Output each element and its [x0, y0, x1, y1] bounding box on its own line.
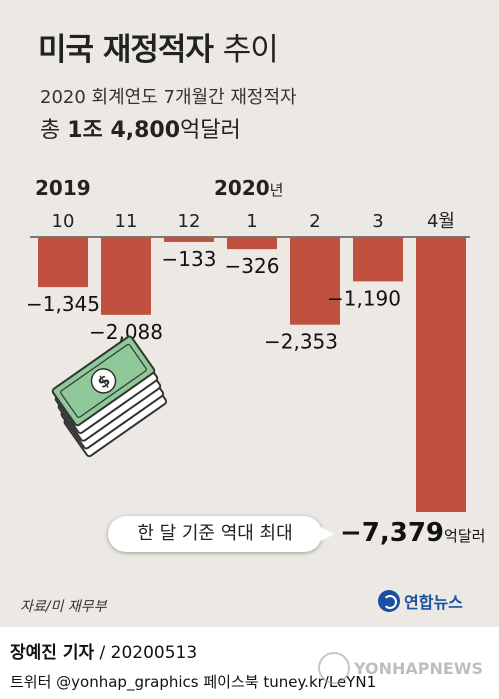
total-deficit: 총 1조 4,800억달러	[40, 118, 241, 143]
year-label-2020: 2020년	[214, 176, 283, 200]
month-label: 4월	[427, 211, 455, 232]
value-label: −1,190	[327, 286, 401, 310]
bar-1	[227, 237, 277, 250]
month-label: 12	[178, 211, 201, 232]
deficit-bar-chart: 2019 2020년 10 11 12 1 2 3 4월 −1,345−2,088−133−…	[26, 176, 470, 512]
yonhap-logo: 연합뉴스	[378, 588, 463, 614]
bar-11	[101, 237, 151, 315]
watermark: YONHAPNEWS	[318, 652, 483, 684]
source-note: 자료/미 재무부	[20, 599, 107, 615]
month-label: 3	[372, 211, 383, 232]
month-label: 1	[246, 211, 257, 232]
bar-4월	[416, 237, 466, 512]
value-label: −326	[225, 254, 280, 278]
reporter-credit: 장예진 기자 / 20200513	[10, 643, 198, 663]
value-label: −133	[162, 247, 217, 271]
value-label: −1,345	[26, 292, 100, 316]
record-value: −7,379억달러	[340, 518, 486, 548]
month-labels: 10 11 12 1 2 3 4월	[52, 211, 455, 232]
dollar-bills-icon: $	[51, 335, 168, 458]
month-label: 10	[52, 211, 75, 232]
month-label: 2	[309, 211, 320, 232]
social-links: 트위터 @yonhap_graphics 페이스북 tuney.kr/LeYN1	[10, 673, 377, 691]
logo-text: 연합뉴스	[404, 593, 463, 612]
bars	[38, 237, 466, 512]
chart-title: 미국 재정적자 추이	[38, 32, 279, 68]
bar-10	[38, 237, 88, 288]
year-label-2019: 2019	[35, 176, 91, 200]
bar-2	[290, 237, 340, 325]
bar-3	[353, 237, 403, 282]
bar-12	[164, 237, 214, 242]
value-label: −2,353	[264, 330, 338, 354]
chart-subtitle: 2020 회계연도 7개월간 재정적자	[40, 87, 297, 108]
watermark-icon	[318, 652, 350, 684]
chart-panel: 미국 재정적자 추이 2020 회계연도 7개월간 재정적자 총 1조 4,80…	[0, 0, 499, 627]
yonhap-logo-icon	[378, 590, 400, 612]
record-callout: 한 달 기준 역대 최대	[108, 516, 334, 552]
month-label: 11	[115, 211, 138, 232]
